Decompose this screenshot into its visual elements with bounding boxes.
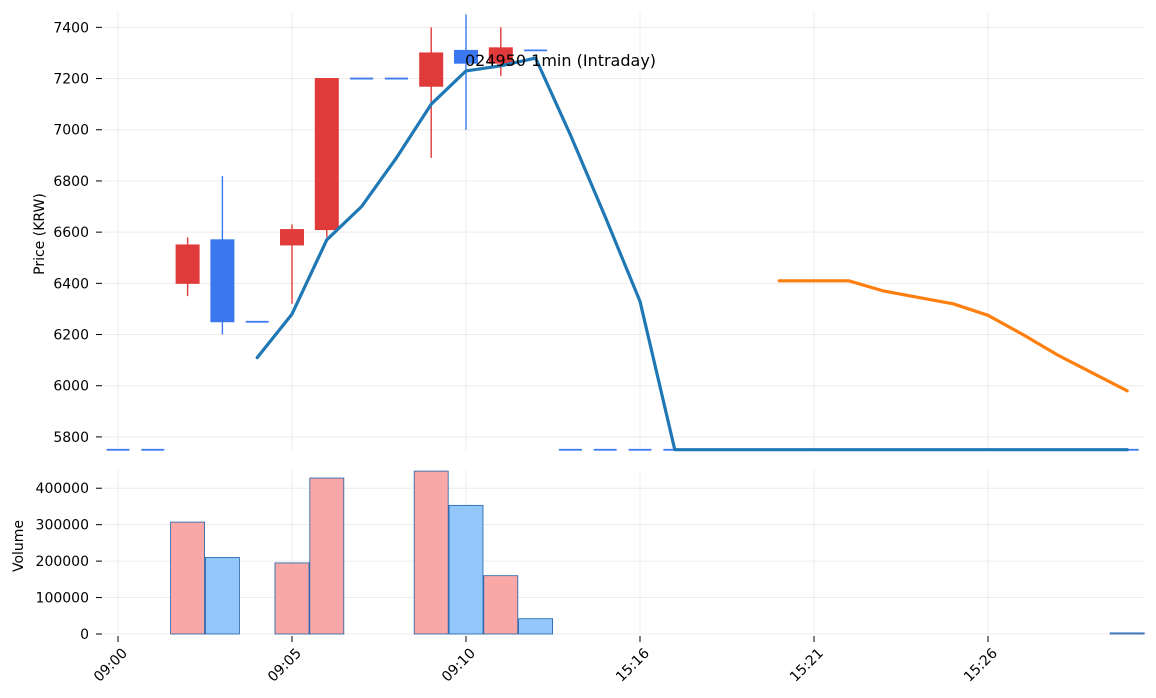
- volume-tick-label: 400000: [36, 481, 89, 497]
- candle-body: [210, 239, 235, 323]
- volume-bars: [170, 470, 1145, 635]
- volume-bar: [448, 504, 484, 635]
- candle-body: [454, 49, 478, 64]
- price-tick-label: 6600: [53, 225, 89, 241]
- candle-body: [175, 244, 200, 284]
- volume-axis-label: Volume: [11, 520, 27, 572]
- time-tick-label: 09:05: [265, 646, 305, 686]
- price-tick-label: 6200: [53, 328, 89, 344]
- volume-bar: [204, 557, 240, 635]
- volume-bar: [1109, 632, 1145, 635]
- volume-tick-label: 200000: [36, 554, 89, 570]
- price-tick-label: 6400: [53, 276, 89, 292]
- chart-title: 024950 1min (Intraday): [465, 51, 656, 70]
- time-tick-label: 09:10: [439, 646, 479, 686]
- volume-bar: [483, 575, 519, 635]
- price-axis-label: Price (KRW): [32, 193, 48, 275]
- time-tick-label: 15:26: [961, 645, 1001, 685]
- time-tick-label: 15:16: [613, 645, 653, 685]
- price-tick-label: 6800: [53, 174, 89, 190]
- volume-bar: [309, 477, 345, 635]
- volume-bar: [518, 618, 553, 635]
- candle-body: [419, 52, 444, 87]
- indicator-line: [777, 279, 1129, 393]
- time-tick-label: 09:00: [91, 646, 131, 686]
- price-tick-label: 6000: [53, 379, 89, 395]
- price-tick-label: 7400: [53, 20, 89, 36]
- volume-tick-label: 300000: [36, 518, 89, 534]
- candle-body: [280, 229, 304, 246]
- indicator-line: [255, 56, 1129, 452]
- volume-tick-label: 0: [80, 627, 89, 643]
- volume-bar: [413, 470, 449, 635]
- price-tick-label: 7200: [53, 72, 89, 88]
- candle-body: [488, 47, 513, 64]
- price-tick-label: 5800: [53, 430, 89, 446]
- volume-bar: [274, 562, 310, 635]
- grid-layer: [104, 12, 1144, 635]
- volume-bar: [170, 521, 206, 635]
- candle-body: [314, 78, 339, 231]
- price-tick-label: 7000: [53, 123, 89, 139]
- indicator-lines: [255, 56, 1129, 452]
- time-tick-label: 15:21: [787, 646, 827, 686]
- volume-tick-label: 100000: [36, 591, 89, 607]
